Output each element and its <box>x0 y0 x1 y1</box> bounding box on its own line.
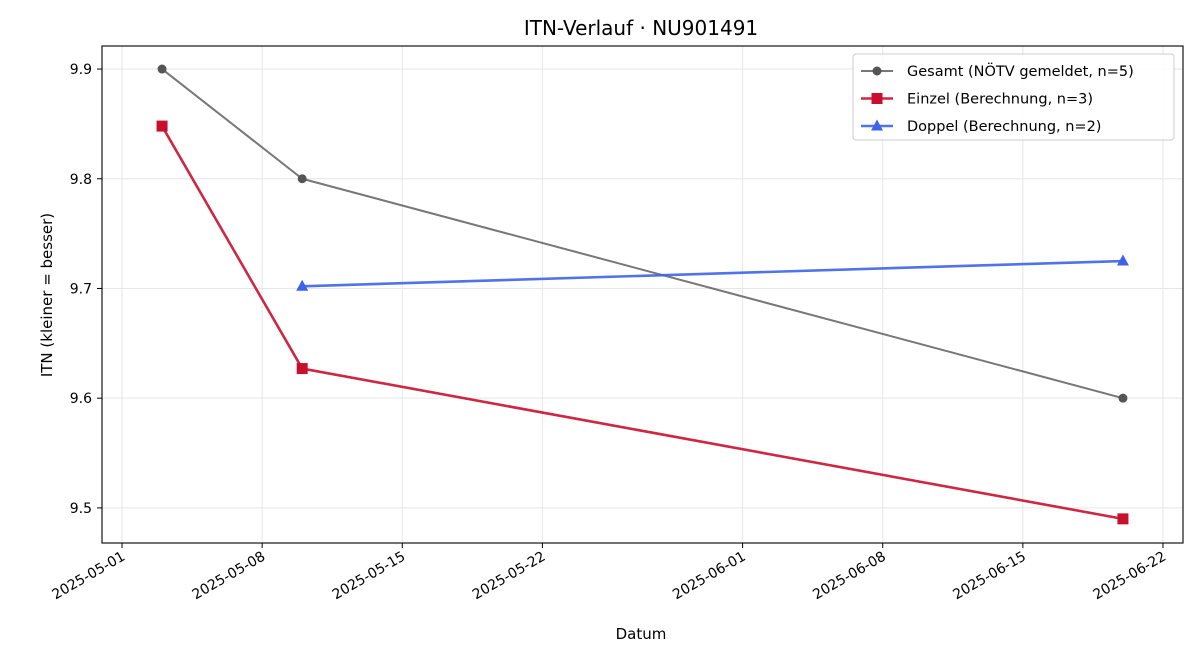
y-tick-label: 9.7 <box>70 281 92 297</box>
data-point <box>1117 513 1129 525</box>
chart-title: ITN-Verlauf · NU901491 <box>524 16 758 40</box>
series-line <box>160 125 1124 521</box>
data-point <box>297 174 307 184</box>
series-layer <box>156 64 1129 525</box>
legend-frame <box>852 53 1175 141</box>
legend: Gesamt (NÖTV gemeldet, n=5) Einzel (Berec… <box>852 53 1175 141</box>
legend-label: Einzel (Berechnung, n=3) <box>907 92 1093 108</box>
x-tick-label: 2025-05-08 <box>190 549 268 604</box>
legend-marker <box>872 66 882 76</box>
x-tick-label: 2025-05-22 <box>470 549 548 604</box>
data-point <box>296 363 308 375</box>
series-2 <box>156 120 1129 525</box>
y-tick-label: 9.9 <box>70 62 92 78</box>
data-point <box>1116 254 1129 266</box>
legend-label: Doppel (Berechnung, n=2) <box>907 119 1101 135</box>
legend-label: Gesamt (NÖTV gemeldet, n=5) <box>907 62 1134 80</box>
x-tick-label: 2025-06-22 <box>1091 549 1169 604</box>
data-point <box>1118 393 1128 403</box>
series-1 <box>157 64 1128 403</box>
x-tick-label: 2025-05-15 <box>330 549 408 604</box>
data-point <box>296 279 309 291</box>
x-tick-label: 2025-06-01 <box>670 549 748 604</box>
data-point <box>156 120 168 132</box>
series-3 <box>296 254 1129 291</box>
y-tick-label: 9.8 <box>70 172 92 188</box>
x-axis-label: Datum <box>616 625 667 643</box>
x-tick-label: 2025-05-01 <box>50 549 128 604</box>
legend-marker <box>871 119 883 131</box>
legend-marker <box>871 93 883 104</box>
plot-frame <box>101 45 1184 544</box>
series-line <box>302 259 1123 288</box>
y-tick-label: 9.6 <box>70 391 92 407</box>
y-tick-label: 9.5 <box>70 501 92 517</box>
y-axis-label: ITN (kleiner = besser) <box>38 213 56 377</box>
data-point <box>157 64 167 74</box>
x-tick-label: 2025-06-15 <box>950 549 1028 604</box>
axis-ticks: 2025-05-01 2025-05-08 2025-05-15 2025-05-22… <box>50 62 1169 603</box>
x-tick-label: 2025-06-08 <box>810 549 888 604</box>
